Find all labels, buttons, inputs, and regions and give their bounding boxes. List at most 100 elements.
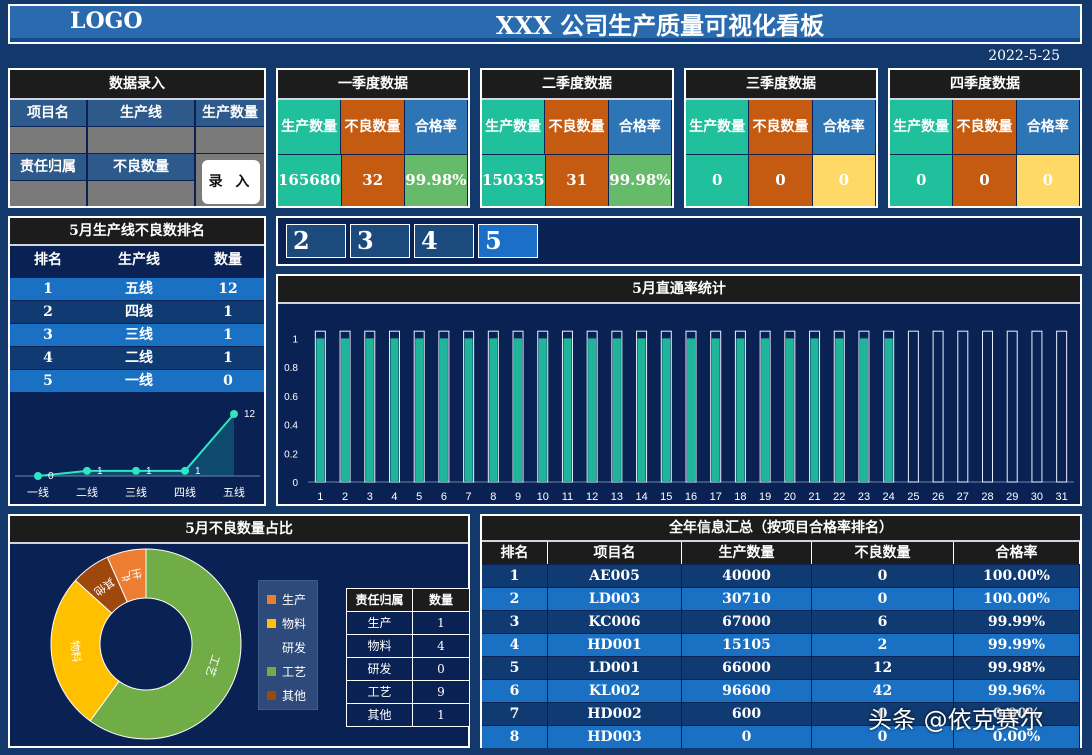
yield-xtick-label: 22 [833, 491, 845, 503]
quarter-header-cell: 不良数量 [545, 100, 609, 154]
date-label: 2022-5-25 [988, 48, 1060, 64]
yield-ytick-label: 0.4 [284, 421, 298, 432]
annual-summary-panel: 全年信息汇总（按项目合格率排名） 排名 项目名 生产数量 不良数量 合格率 1 AE005 4… [480, 514, 1082, 748]
yield-chart-title: 5月直通率统计 [278, 276, 1080, 304]
annual-cell: 40000 [682, 565, 812, 587]
yield-xtick-label: 28 [981, 491, 993, 503]
ranking-cell: 五线 [125, 281, 153, 297]
yield-xtick-label: 12 [586, 491, 598, 503]
yield-xtick-label: 4 [391, 491, 397, 503]
quarter-header-cell: 合格率 [404, 100, 468, 154]
yield-xtick-label: 3 [367, 491, 373, 503]
qty-header: 生产数量 [196, 100, 264, 126]
line-header: 生产线 [88, 100, 194, 126]
month-tab-5[interactable]: 5 [478, 224, 538, 258]
quarter-value-cell: 0 [953, 155, 1017, 206]
owner-table: 责任归属 数量 生产 1 物料 4 研发 0 工艺 9 其他 1 [346, 588, 470, 727]
yield-bar [761, 338, 770, 482]
ranking-header-row: 排名 生产线 数量 [10, 246, 264, 274]
yield-target-outline [1056, 330, 1068, 483]
annual-cell: 99.99% [954, 611, 1080, 633]
yield-bar [316, 338, 325, 482]
annual-cell: 30710 [682, 588, 812, 610]
owner-cell: 生产 [347, 612, 413, 634]
qty-input[interactable] [196, 127, 264, 153]
owner-table-row: 研发 0 [346, 658, 470, 681]
quarter-value-cell: 0 [890, 155, 954, 206]
ranking-row: 4 二线 1 [10, 347, 264, 369]
owner-col: 责任归属 [347, 589, 413, 611]
defect-input[interactable] [88, 181, 194, 206]
donut-slice-物料 [50, 579, 120, 722]
ranking-col-qty: 数量 [214, 252, 242, 268]
yield-xtick-label: 24 [883, 491, 895, 503]
quarter-value-cell: 0 [812, 155, 876, 206]
owner-table-row: 生产 1 [346, 612, 470, 635]
annual-cell: 8 [482, 726, 548, 748]
annual-cell: KL002 [548, 680, 682, 702]
yield-xtick-label: 15 [660, 491, 672, 503]
yield-xtick-label: 26 [932, 491, 944, 503]
trend-data-label: 1 [97, 466, 103, 477]
annual-row: 5 LD001 66000 12 99.98% [482, 657, 1080, 679]
quarter-header-cell: 生产数量 [890, 100, 954, 154]
ranking-cell: 1 [43, 281, 53, 297]
pie-legend-item: 生产 [267, 591, 306, 608]
owner-qty-cell: 9 [437, 685, 445, 699]
annual-cell: 6 [482, 680, 548, 702]
annual-cell: 4 [482, 634, 548, 656]
yield-xtick-label: 18 [734, 491, 746, 503]
ranking-cell: 2 [43, 304, 53, 320]
annual-col-header: 排名 [482, 542, 548, 564]
donut-slice-label: 生产 [119, 566, 143, 584]
yield-xtick-label: 20 [784, 491, 796, 503]
ranking-cell: 一线 [125, 373, 153, 389]
quarter-title: 一季度数据 [278, 70, 468, 100]
yield-bar [341, 338, 350, 482]
trend-point [34, 472, 42, 480]
quarter-panel-4: 四季度数据 生产数量 不良数量 合格率 0 0 0 [888, 68, 1082, 208]
yield-bar [563, 338, 572, 482]
trend-category-label: 三线 [125, 485, 147, 499]
legend-label: 物料 [282, 617, 307, 631]
yield-bar [859, 338, 868, 482]
annual-col-header: 不良数量 [812, 542, 954, 564]
yield-ytick-label: 0 [292, 478, 298, 489]
annual-row: 1 AE005 40000 0 100.00% [482, 565, 1080, 587]
submit-entry-button[interactable]: 录 入 [202, 160, 260, 204]
quarter-header-cell: 合格率 [608, 100, 672, 154]
yield-bar [687, 338, 695, 482]
yield-xtick-label: 21 [808, 491, 820, 503]
yield-xtick-label: 9 [515, 491, 521, 503]
logo: LOGO [70, 8, 143, 34]
yield-target-outline [1031, 330, 1043, 483]
month-tab-2[interactable]: 2 [286, 224, 346, 258]
annual-cell: LD001 [548, 657, 682, 679]
annual-cell: HD003 [548, 726, 682, 748]
ranking-cell: 0 [223, 373, 233, 389]
ranking-cell: 1 [223, 327, 233, 343]
owner-header: 责任归属 [10, 154, 86, 180]
yield-xtick-label: 27 [957, 491, 969, 503]
owner-cell: 研发 [347, 658, 413, 680]
trend-point [230, 410, 238, 418]
yield-target-outline [932, 330, 944, 483]
yield-xtick-label: 5 [416, 491, 422, 503]
month-tab-4[interactable]: 4 [414, 224, 474, 258]
annual-cell: 2 [482, 588, 548, 610]
pie-legend-item: 物料 [267, 615, 306, 632]
quarter-header-cell: 不良数量 [749, 100, 813, 154]
ranking-cell: 1 [223, 304, 233, 320]
line-input[interactable] [88, 127, 194, 153]
annual-cell: 42 [812, 680, 954, 702]
yield-bar [835, 338, 844, 482]
quarter-title: 二季度数据 [482, 70, 672, 100]
trend-data-label: 1 [146, 466, 152, 477]
yield-target-outline [1006, 330, 1018, 483]
item-name-input[interactable] [10, 127, 86, 153]
yield-bar [464, 338, 473, 482]
watermark: 头条 @依克赛尔 [868, 706, 1044, 734]
owner-input[interactable] [10, 181, 86, 206]
month-tab-3[interactable]: 3 [350, 224, 410, 258]
annual-cell: 2 [812, 634, 954, 656]
